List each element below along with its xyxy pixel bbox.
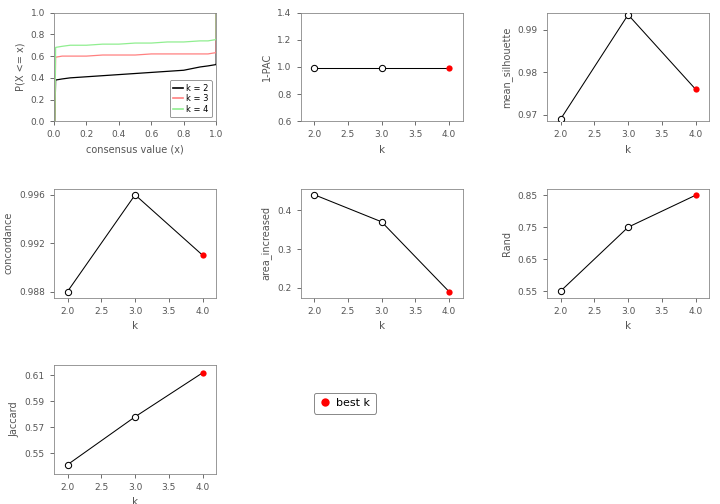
Y-axis label: P(X <= x): P(X <= x)	[15, 43, 25, 91]
X-axis label: k: k	[132, 497, 138, 504]
Legend: k = 2, k = 3, k = 4: k = 2, k = 3, k = 4	[169, 80, 212, 117]
X-axis label: k: k	[379, 145, 384, 155]
X-axis label: k: k	[625, 321, 631, 331]
Y-axis label: mean_silhouette: mean_silhouette	[501, 26, 513, 108]
Y-axis label: Rand: Rand	[503, 231, 513, 256]
X-axis label: k: k	[625, 145, 631, 155]
Y-axis label: concordance: concordance	[4, 212, 14, 274]
Legend: best k: best k	[314, 393, 376, 414]
X-axis label: k: k	[132, 321, 138, 331]
X-axis label: consensus value (x): consensus value (x)	[86, 145, 184, 155]
Y-axis label: area_increased: area_increased	[261, 206, 271, 280]
Y-axis label: Jaccard: Jaccard	[9, 402, 19, 437]
X-axis label: k: k	[379, 321, 384, 331]
Y-axis label: 1-PAC: 1-PAC	[261, 53, 271, 81]
